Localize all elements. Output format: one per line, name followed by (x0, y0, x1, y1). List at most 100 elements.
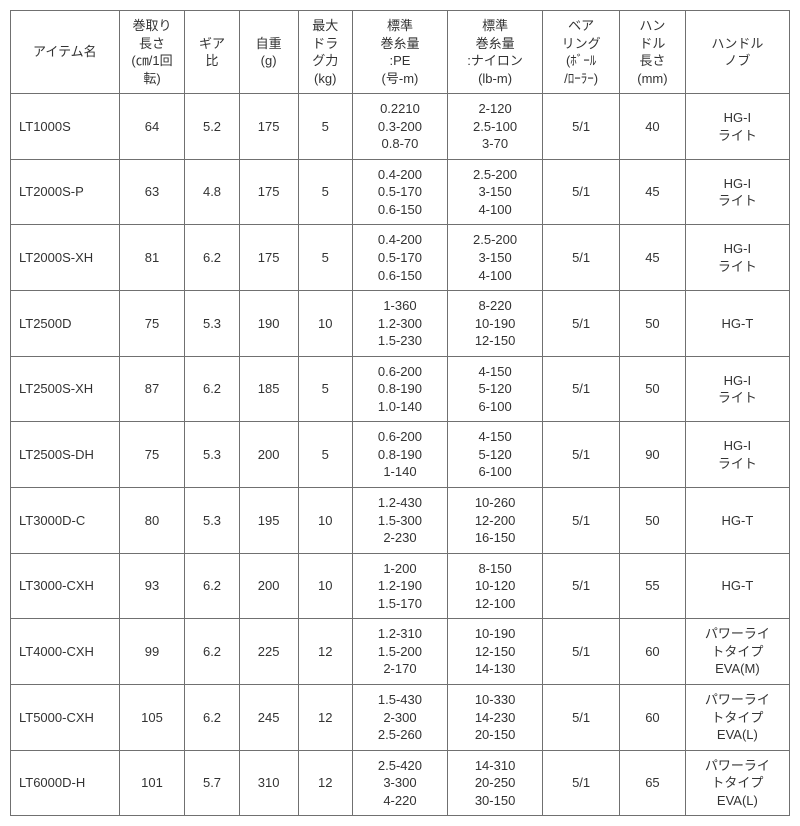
cell-knob: HG-I ライト (685, 94, 789, 160)
col-header-bearing: ベア リング (ﾎﾞｰﾙ /ﾛｰﾗｰ) (543, 11, 620, 94)
cell-knob: パワーライ トタイプ EVA(L) (685, 750, 789, 816)
cell-pe: 0.4-200 0.5-170 0.6-150 (352, 159, 447, 225)
col-header-weight: 自重 (g) (239, 11, 298, 94)
cell-nylon: 10-330 14-230 20-150 (448, 684, 543, 750)
cell-name: LT5000-CXH (11, 684, 120, 750)
cell-pe: 2.5-420 3-300 4-220 (352, 750, 447, 816)
cell-drag: 5 (298, 356, 352, 422)
cell-name: LT2500D (11, 291, 120, 357)
cell-handle: 50 (620, 488, 686, 554)
cell-weight: 195 (239, 488, 298, 554)
cell-name: LT2000S-P (11, 159, 120, 225)
table-row: LT2000S-P634.817550.4-200 0.5-170 0.6-15… (11, 159, 790, 225)
cell-handle: 50 (620, 356, 686, 422)
cell-gear: 5.7 (185, 750, 239, 816)
cell-knob: HG-I ライト (685, 159, 789, 225)
cell-drag: 12 (298, 684, 352, 750)
cell-weight: 225 (239, 619, 298, 685)
cell-wind: 75 (119, 422, 185, 488)
cell-nylon: 2-120 2.5-100 3-70 (448, 94, 543, 160)
col-header-name: アイテム名 (11, 11, 120, 94)
cell-wind: 99 (119, 619, 185, 685)
cell-wind: 101 (119, 750, 185, 816)
cell-pe: 1.5-430 2-300 2.5-260 (352, 684, 447, 750)
cell-bearing: 5/1 (543, 422, 620, 488)
cell-weight: 175 (239, 225, 298, 291)
cell-handle: 55 (620, 553, 686, 619)
cell-name: LT2500S-DH (11, 422, 120, 488)
cell-gear: 5.2 (185, 94, 239, 160)
table-row: LT2500S-DH755.320050.6-200 0.8-190 1-140… (11, 422, 790, 488)
cell-drag: 5 (298, 94, 352, 160)
cell-pe: 1-360 1.2-300 1.5-230 (352, 291, 447, 357)
cell-handle: 45 (620, 225, 686, 291)
cell-handle: 60 (620, 684, 686, 750)
cell-pe: 0.6-200 0.8-190 1.0-140 (352, 356, 447, 422)
cell-knob: パワーライ トタイプ EVA(M) (685, 619, 789, 685)
cell-handle: 50 (620, 291, 686, 357)
cell-bearing: 5/1 (543, 684, 620, 750)
cell-gear: 5.3 (185, 488, 239, 554)
cell-bearing: 5/1 (543, 225, 620, 291)
cell-gear: 6.2 (185, 225, 239, 291)
spec-table: アイテム名 巻取り 長さ (㎝/1回 転) ギア 比 自重 (g) 最大 ドラ … (10, 10, 790, 816)
cell-name: LT1000S (11, 94, 120, 160)
cell-wind: 93 (119, 553, 185, 619)
table-row: LT6000D-H1015.7310122.5-420 3-300 4-2201… (11, 750, 790, 816)
cell-handle: 40 (620, 94, 686, 160)
cell-bearing: 5/1 (543, 356, 620, 422)
cell-weight: 200 (239, 422, 298, 488)
cell-bearing: 5/1 (543, 553, 620, 619)
cell-gear: 6.2 (185, 356, 239, 422)
cell-drag: 5 (298, 225, 352, 291)
cell-nylon: 8-220 10-190 12-150 (448, 291, 543, 357)
cell-nylon: 2.5-200 3-150 4-100 (448, 225, 543, 291)
table-row: LT2000S-XH816.217550.4-200 0.5-170 0.6-1… (11, 225, 790, 291)
table-row: LT3000-CXH936.2200101-200 1.2-190 1.5-17… (11, 553, 790, 619)
cell-weight: 175 (239, 159, 298, 225)
cell-weight: 200 (239, 553, 298, 619)
cell-nylon: 10-190 12-150 14-130 (448, 619, 543, 685)
cell-bearing: 5/1 (543, 619, 620, 685)
cell-knob: HG-I ライト (685, 356, 789, 422)
cell-weight: 310 (239, 750, 298, 816)
table-row: LT1000S645.217550.2210 0.3-200 0.8-702-1… (11, 94, 790, 160)
cell-pe: 0.6-200 0.8-190 1-140 (352, 422, 447, 488)
cell-name: LT2500S-XH (11, 356, 120, 422)
cell-pe: 0.2210 0.3-200 0.8-70 (352, 94, 447, 160)
table-row: LT3000D-C805.3195101.2-430 1.5-300 2-230… (11, 488, 790, 554)
cell-wind: 81 (119, 225, 185, 291)
cell-bearing: 5/1 (543, 291, 620, 357)
cell-wind: 75 (119, 291, 185, 357)
cell-handle: 65 (620, 750, 686, 816)
table-row: LT2500S-XH876.218550.6-200 0.8-190 1.0-1… (11, 356, 790, 422)
cell-nylon: 4-150 5-120 6-100 (448, 422, 543, 488)
cell-drag: 10 (298, 291, 352, 357)
col-header-gear: ギア 比 (185, 11, 239, 94)
cell-gear: 4.8 (185, 159, 239, 225)
cell-wind: 64 (119, 94, 185, 160)
cell-gear: 6.2 (185, 684, 239, 750)
cell-gear: 6.2 (185, 619, 239, 685)
cell-pe: 1-200 1.2-190 1.5-170 (352, 553, 447, 619)
col-header-pe: 標準 巻糸量 :PE (号-m) (352, 11, 447, 94)
cell-gear: 6.2 (185, 553, 239, 619)
cell-knob: HG-I ライト (685, 225, 789, 291)
cell-drag: 10 (298, 488, 352, 554)
col-header-wind: 巻取り 長さ (㎝/1回 転) (119, 11, 185, 94)
cell-wind: 63 (119, 159, 185, 225)
cell-name: LT6000D-H (11, 750, 120, 816)
col-header-drag: 最大 ドラ グ力 (kg) (298, 11, 352, 94)
cell-name: LT3000-CXH (11, 553, 120, 619)
table-header: アイテム名 巻取り 長さ (㎝/1回 転) ギア 比 自重 (g) 最大 ドラ … (11, 11, 790, 94)
cell-pe: 1.2-430 1.5-300 2-230 (352, 488, 447, 554)
cell-nylon: 14-310 20-250 30-150 (448, 750, 543, 816)
cell-pe: 0.4-200 0.5-170 0.6-150 (352, 225, 447, 291)
cell-nylon: 2.5-200 3-150 4-100 (448, 159, 543, 225)
cell-name: LT2000S-XH (11, 225, 120, 291)
cell-weight: 190 (239, 291, 298, 357)
cell-name: LT4000-CXH (11, 619, 120, 685)
cell-handle: 45 (620, 159, 686, 225)
cell-bearing: 5/1 (543, 750, 620, 816)
cell-bearing: 5/1 (543, 488, 620, 554)
